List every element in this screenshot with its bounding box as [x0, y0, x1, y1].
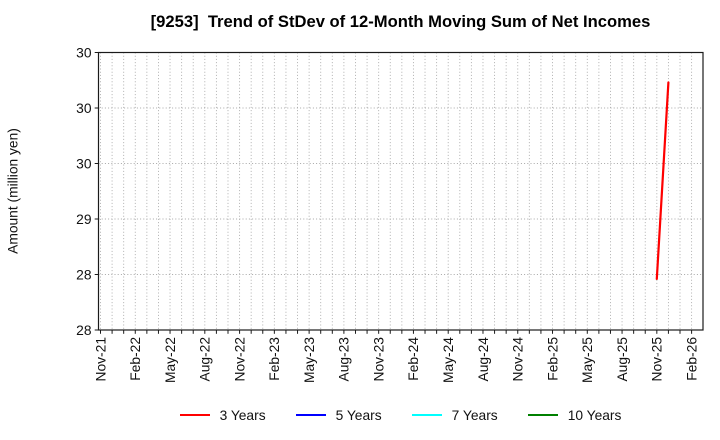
legend-label: 10 Years — [567, 407, 622, 423]
legend: 3 Years 5 Years 7 Years 10 Years — [98, 403, 703, 427]
x-tick-label: May-22 — [163, 337, 178, 383]
x-tick-label: Nov-21 — [93, 337, 108, 381]
x-tick-label: Nov-25 — [650, 337, 665, 382]
chart-title: [9253] Trend of StDev of 12-Month Moving… — [150, 12, 651, 31]
legend-swatch — [295, 413, 326, 417]
x-tick-label: Feb-25 — [545, 337, 560, 381]
series-line-3-years — [655, 81, 670, 280]
x-tick-label: May-24 — [441, 337, 456, 383]
x-tick-label: Aug-22 — [198, 337, 213, 382]
legend-label: 7 Years — [451, 407, 498, 423]
x-tick-label: Nov-22 — [232, 337, 247, 381]
legend-item-10-years: 10 Years — [527, 407, 622, 423]
legend-swatch — [527, 413, 558, 417]
x-tick-label: Feb-26 — [684, 337, 699, 381]
x-tick-label: May-23 — [302, 337, 317, 383]
legend-label: 5 Years — [335, 407, 382, 423]
plot-border — [97, 51, 704, 331]
x-tick-label: Nov-24 — [511, 337, 526, 382]
y-tick-label: 30 — [76, 156, 92, 171]
y-tick-label: 30 — [76, 45, 92, 60]
legend-swatch — [179, 413, 210, 417]
legend-swatch — [411, 413, 442, 417]
y-tick-label: 30 — [76, 101, 92, 116]
legend-item-7-years: 7 Years — [411, 407, 498, 423]
legend-item-3-years: 3 Years — [179, 407, 266, 423]
x-tick-label: Feb-22 — [128, 337, 143, 381]
legend-label: 3 Years — [219, 407, 266, 423]
y-tick-label: 28 — [76, 323, 92, 338]
x-tick-label: Aug-24 — [476, 337, 491, 382]
x-tick-label: Nov-23 — [371, 337, 386, 382]
x-tick-label: Feb-24 — [406, 337, 421, 381]
x-tick-label: Feb-23 — [267, 337, 282, 381]
x-tick-label: Aug-25 — [615, 337, 630, 382]
y-tick-label: 29 — [76, 212, 92, 227]
legend-item-5-years: 5 Years — [295, 407, 382, 423]
x-tick-label: May-25 — [580, 337, 595, 383]
y-tick-label: 28 — [76, 267, 92, 282]
x-tick-label: Aug-23 — [337, 337, 352, 382]
